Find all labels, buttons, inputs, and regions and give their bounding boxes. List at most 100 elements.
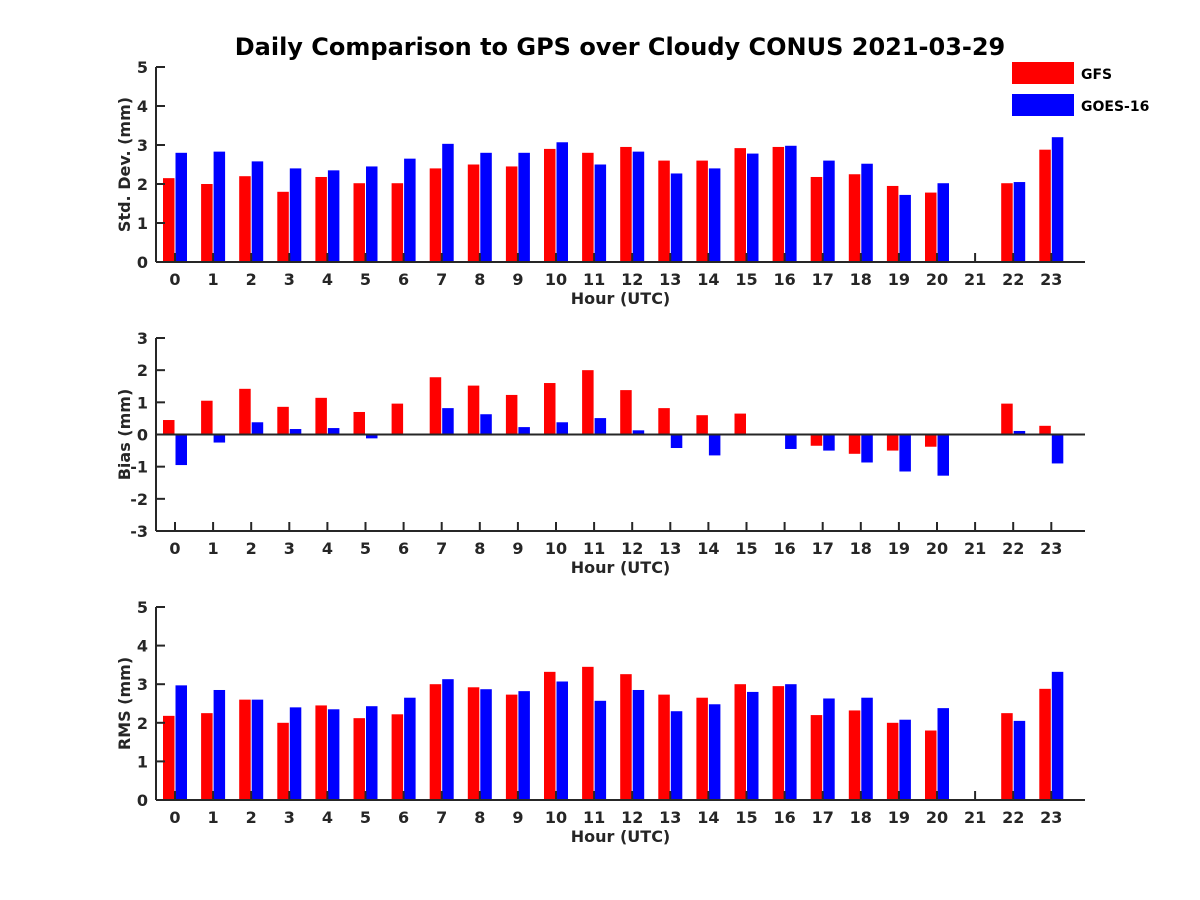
rms-x-tick-label: 16 [773, 808, 795, 827]
bar-rms-gfs-hour-0 [163, 715, 175, 800]
bar-bias-goes16-hour-7 [442, 408, 454, 435]
bias-y-tick-label: 1 [137, 393, 148, 412]
bar-std-dev-gfs-hour-0 [163, 178, 175, 262]
bar-std-dev-goes16-hour-1 [213, 151, 226, 262]
bar-rms-gfs-hour-2 [239, 699, 251, 800]
bar-bias-goes16-hour-11 [594, 418, 607, 435]
bar-std-dev-gfs-hour-13 [658, 160, 670, 262]
bar-bias-goes16-hour-2 [251, 422, 264, 435]
rms-y-tick-label: 2 [137, 714, 148, 733]
rms-y-tick-label: 1 [137, 752, 148, 771]
bias-x-tick-label: 5 [360, 539, 371, 558]
bar-std-dev-goes16-hour-19 [899, 194, 911, 262]
legend: GFS GOES-16 [1012, 62, 1149, 116]
bar-rms-gfs-hour-1 [201, 713, 213, 800]
bar-rms-goes16-hour-23 [1051, 671, 1064, 800]
bar-std-dev-goes16-hour-18 [861, 163, 873, 262]
std-dev-x-tick-label: 7 [436, 270, 447, 289]
bias-x-tick-label: 23 [1040, 539, 1062, 558]
bias-y-tick-label: -1 [130, 458, 148, 477]
bar-std-dev-goes16-hour-9 [518, 152, 530, 262]
bar-bias-gfs-hour-19 [886, 434, 899, 451]
std-dev-x-tick-label: 22 [1002, 270, 1024, 289]
bias-x-tick-label: 13 [659, 539, 681, 558]
bar-std-dev-goes16-hour-13 [670, 173, 683, 262]
bias-x-tick-label: 10 [545, 539, 567, 558]
bar-std-dev-goes16-hour-11 [594, 164, 607, 262]
std-dev-x-tick-label: 12 [621, 270, 643, 289]
std-dev-x-tick-label: 23 [1040, 270, 1062, 289]
std-dev-x-tick-label: 21 [964, 270, 986, 289]
bar-std-dev-goes16-hour-8 [480, 152, 492, 262]
bar-bias-gfs-hour-3 [277, 406, 289, 435]
bar-bias-gfs-hour-12 [620, 390, 632, 435]
bar-std-dev-gfs-hour-18 [848, 174, 861, 262]
bar-std-dev-gfs-hour-8 [467, 164, 480, 262]
bar-rms-goes16-hour-12 [632, 689, 645, 800]
std-dev-y-tick-label: 3 [137, 136, 148, 155]
bar-std-dev-gfs-hour-10 [544, 148, 556, 262]
bias-x-tick-label: 20 [926, 539, 948, 558]
std-dev-x-tick-label: 1 [208, 270, 219, 289]
bar-rms-goes16-hour-3 [289, 707, 302, 800]
bar-std-dev-gfs-hour-6 [391, 183, 404, 262]
bias-x-tick-label: 8 [474, 539, 485, 558]
bias-x-tick-label: 7 [436, 539, 447, 558]
std-dev-x-tick-label: 10 [545, 270, 567, 289]
rms-y-axis-label: RMS (mm) [115, 657, 134, 750]
bar-bias-gfs-hour-22 [1001, 403, 1013, 435]
bar-std-dev-goes16-hour-10 [556, 142, 568, 262]
bar-std-dev-gfs-hour-1 [201, 184, 213, 262]
bar-std-dev-gfs-hour-16 [772, 146, 785, 262]
bias-x-tick-label: 6 [398, 539, 409, 558]
bar-bias-goes16-hour-10 [556, 422, 568, 435]
bias-x-tick-label: 2 [246, 539, 257, 558]
bar-std-dev-goes16-hour-16 [785, 145, 797, 262]
bar-std-dev-goes16-hour-23 [1051, 137, 1064, 262]
std-dev-y-tick-label: 0 [137, 253, 148, 272]
bar-std-dev-gfs-hour-17 [810, 176, 823, 262]
bar-rms-goes16-hour-6 [404, 697, 416, 800]
bar-rms-gfs-hour-3 [277, 722, 289, 800]
bar-rms-gfs-hour-5 [353, 718, 365, 800]
bar-rms-gfs-hour-14 [696, 697, 708, 800]
std-dev-y-tick-label: 5 [137, 58, 148, 77]
std-dev-x-tick-label: 13 [659, 270, 681, 289]
bar-std-dev-goes16-hour-12 [632, 151, 645, 262]
rms-x-tick-label: 20 [926, 808, 948, 827]
bar-std-dev-gfs-hour-4 [315, 176, 327, 262]
bar-rms-goes16-hour-8 [480, 689, 492, 800]
bar-std-dev-goes16-hour-6 [404, 158, 416, 262]
rms-x-tick-label: 5 [360, 808, 371, 827]
bar-bias-gfs-hour-23 [1039, 425, 1051, 435]
bar-bias-gfs-hour-13 [658, 408, 670, 435]
rms-x-tick-label: 8 [474, 808, 485, 827]
bar-std-dev-gfs-hour-14 [696, 160, 708, 262]
bar-rms-goes16-hour-15 [747, 691, 759, 800]
rms-x-tick-label: 7 [436, 808, 447, 827]
bias-x-tick-label: 22 [1002, 539, 1024, 558]
bar-std-dev-gfs-hour-3 [277, 191, 289, 262]
rms-x-tick-label: 14 [697, 808, 719, 827]
bar-rms-gfs-hour-6 [391, 714, 404, 800]
bias-y-tick-label: -2 [130, 490, 148, 509]
std-dev-x-tick-label: 8 [474, 270, 485, 289]
bar-std-dev-gfs-hour-9 [505, 166, 518, 262]
bar-bias-goes16-hour-18 [861, 434, 873, 463]
legend-label-gfs: GFS [1081, 67, 1112, 83]
bar-std-dev-gfs-hour-23 [1039, 149, 1051, 262]
legend-swatch-goes16 [1012, 94, 1074, 116]
rms-y-tick-label: 5 [137, 598, 148, 617]
bar-std-dev-goes16-hour-0 [175, 152, 187, 262]
bar-rms-gfs-hour-10 [544, 671, 556, 800]
bias-x-tick-label: 14 [697, 539, 719, 558]
std-dev-x-tick-label: 9 [512, 270, 523, 289]
std-dev-x-tick-label: 18 [850, 270, 872, 289]
bar-rms-gfs-hour-15 [734, 684, 746, 800]
bar-std-dev-gfs-hour-2 [239, 176, 251, 262]
rms-y-tick-label: 4 [137, 637, 148, 656]
